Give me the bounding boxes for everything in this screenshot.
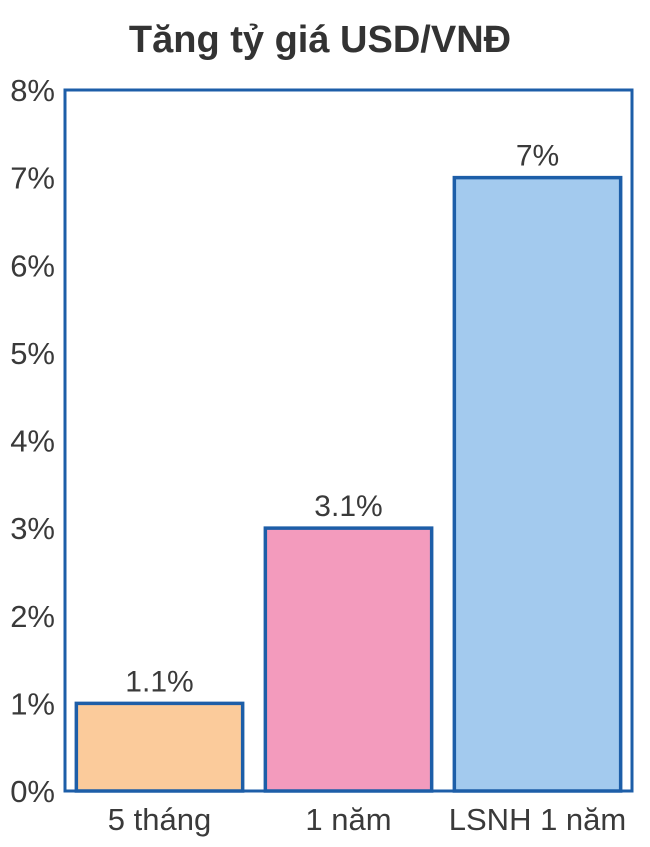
bar-data-label: 7% xyxy=(516,140,559,173)
x-axis-labels: 5 tháng 1 năm LSNH 1 năm xyxy=(108,802,626,837)
y-tick-label: 1% xyxy=(10,686,55,721)
y-tick-label: 8% xyxy=(10,73,55,108)
chart-title: Tăng tỷ giá USD/VNĐ xyxy=(129,19,511,61)
bar xyxy=(263,526,434,793)
y-tick-label: 4% xyxy=(10,424,55,459)
x-tick-label: 5 tháng xyxy=(108,802,211,837)
x-tick-label: LSNH 1 năm xyxy=(449,802,626,837)
plot-frame xyxy=(63,88,634,793)
y-tick-label: 3% xyxy=(10,511,55,546)
bar xyxy=(452,175,623,793)
y-tick-label: 7% xyxy=(10,161,55,196)
y-tick-label: 0% xyxy=(10,774,55,809)
bar xyxy=(74,701,245,793)
y-axis-ticks: 0% 1% 2% 3% 4% 5% 6% 7% 8% xyxy=(10,73,55,809)
y-tick-label: 6% xyxy=(10,248,55,283)
y-tick-label: 5% xyxy=(10,336,55,371)
bars xyxy=(74,175,623,793)
x-tick-label: 1 năm xyxy=(305,802,391,837)
bar-data-label: 3.1% xyxy=(314,490,382,523)
y-tick-label: 2% xyxy=(10,599,55,634)
bar-data-label: 1.1% xyxy=(125,665,193,698)
data-labels: 1.1% 3.1% 7% xyxy=(125,140,559,699)
